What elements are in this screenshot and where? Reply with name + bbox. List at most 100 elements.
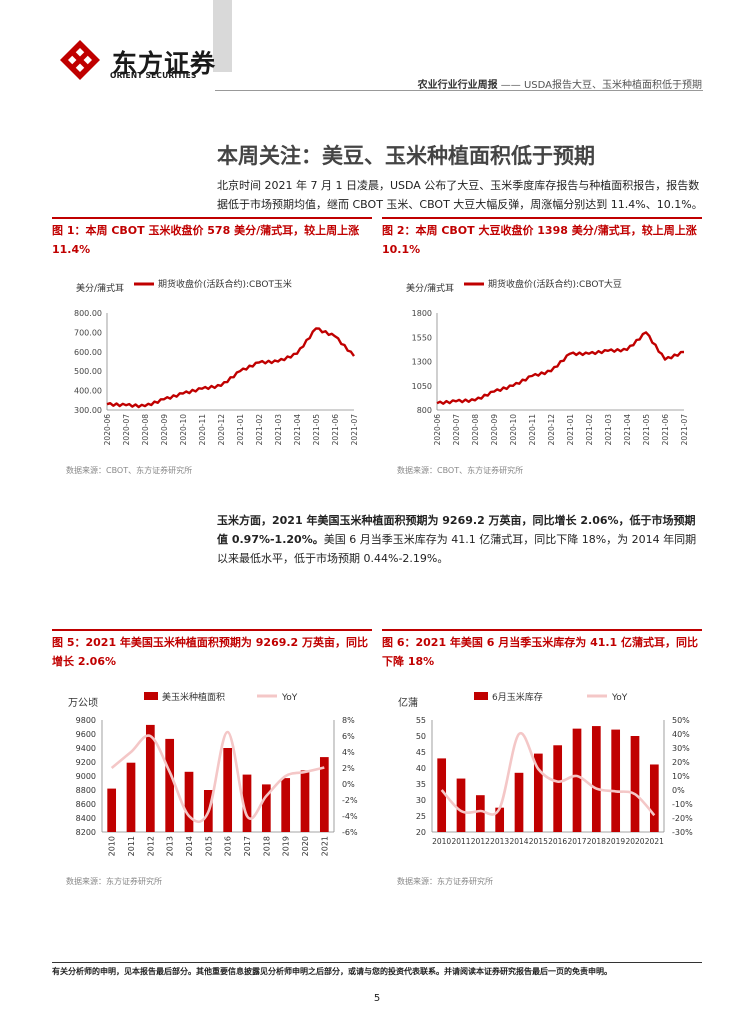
y-tick-label: 50 bbox=[416, 732, 426, 741]
x-tick-label: 2016 bbox=[224, 836, 233, 856]
y-tick-label: 1550 bbox=[412, 333, 432, 342]
yoy-line bbox=[440, 732, 656, 817]
y-axis-label: 美分/蒲式耳 bbox=[76, 282, 124, 294]
x-tick-label: 2020 bbox=[625, 837, 644, 846]
fig5-title: 图 5：2021 年美国玉米种植面积预期为 9269.2 万英亩，同比增长 2.… bbox=[52, 636, 369, 668]
x-tick-label: 2014 bbox=[509, 837, 528, 846]
bar bbox=[514, 772, 524, 832]
x-tick-label: 2021-01 bbox=[236, 414, 245, 446]
corn-futures-chart: 期货收盘价(活跃合约):CBOT玉米 美分/蒲式耳 800.00 700.00 600.… bbox=[74, 278, 359, 446]
y-tick-label: 800.00 bbox=[74, 309, 102, 318]
page-number: 5 bbox=[373, 993, 381, 1004]
x-tick-label: 2020-08 bbox=[471, 414, 480, 446]
x-tick-label: 2020-08 bbox=[141, 414, 150, 446]
fig6-source: 数据来源：东方证券研究所 bbox=[397, 877, 493, 886]
y2-tick-label: -20% bbox=[672, 814, 693, 823]
y2-tick-label: 6% bbox=[342, 732, 355, 741]
x-tick-label: 2012 bbox=[471, 837, 490, 846]
legend-label: 美玉米种植面积 bbox=[162, 691, 225, 703]
x-tick-label: 2020-10 bbox=[509, 414, 518, 446]
x-tick-label: 2010 bbox=[108, 836, 117, 856]
footer-divider bbox=[52, 962, 702, 963]
y-tick-label: 1300 bbox=[412, 358, 432, 367]
y2-tick-label: 30% bbox=[672, 744, 690, 753]
bar bbox=[184, 771, 194, 832]
x-tick-label: 2020-10 bbox=[179, 414, 188, 446]
bar bbox=[611, 729, 621, 832]
x-tick-label: 2019 bbox=[282, 836, 291, 856]
y-tick-label: 700.00 bbox=[74, 328, 102, 337]
y-tick-label: 9600 bbox=[76, 730, 96, 739]
y-tick-label: 8800 bbox=[76, 786, 96, 795]
x-tick-label: 2017 bbox=[567, 837, 586, 846]
intro-paragraph: 北京时间 2021 年 7 月 1 日凌晨，USDA 公布了大豆、玉米季度库存报… bbox=[217, 179, 703, 211]
x-tick-label: 2010 bbox=[432, 837, 451, 846]
x-tick-label: 2021-03 bbox=[274, 414, 283, 446]
x-tick-label: 2021-03 bbox=[604, 414, 613, 446]
y-tick-label: 8600 bbox=[76, 800, 96, 809]
x-tick-label: 2020-06 bbox=[103, 414, 112, 446]
x-tick-label: 2011 bbox=[127, 836, 136, 856]
bar bbox=[126, 762, 136, 832]
x-tick-label: 2013 bbox=[166, 836, 175, 856]
footer-disclaimer: 有关分析师的申明，见本报告最后部分。其他重要信息披露见分析师申明之后部分，或请与… bbox=[52, 967, 612, 976]
y2-tick-label: 4% bbox=[342, 748, 355, 757]
header-gray-bar bbox=[213, 0, 232, 72]
x-tick-label: 2016 bbox=[548, 837, 567, 846]
fig6-title: 图 6：2021 年美国 6 月当季玉米库存为 41.1 亿蒲式耳，同比下降 1… bbox=[382, 636, 699, 668]
y-tick-label: 55 bbox=[416, 716, 426, 725]
fig5-source: 数据来源：东方证券研究所 bbox=[66, 877, 162, 886]
y-tick-label: 9400 bbox=[76, 744, 96, 753]
corn-acreage-chart: 美玉米种植面积 YoY 万公顷 9800 9600 9400 9200 9000 8800 860… bbox=[68, 691, 358, 856]
x-tick-label: 2021-02 bbox=[585, 414, 594, 446]
x-tick-label: 2020-09 bbox=[160, 414, 169, 446]
y2-tick-label: 0% bbox=[342, 780, 355, 789]
x-tick-label: 2020-11 bbox=[198, 414, 207, 446]
y2-tick-label: -4% bbox=[342, 812, 358, 821]
y-tick-label: 8200 bbox=[76, 828, 96, 837]
y2-tick-label: -2% bbox=[342, 796, 358, 805]
y-tick-label: 1050 bbox=[412, 382, 432, 391]
y2-tick-label: 50% bbox=[672, 716, 690, 725]
header-divider bbox=[215, 90, 703, 91]
y2-tick-label: 10% bbox=[672, 772, 690, 781]
bar bbox=[495, 807, 505, 832]
x-tick-label: 2020-07 bbox=[122, 414, 131, 446]
y-tick-label: 1800 bbox=[412, 309, 432, 318]
report-subtitle: —— USDA报告大豆、玉米种植面积低于预期 bbox=[500, 80, 702, 91]
legend-swatch bbox=[144, 692, 158, 700]
y-tick-label: 400.00 bbox=[74, 387, 102, 396]
x-tick-label: 2018 bbox=[262, 836, 271, 856]
bar bbox=[533, 753, 543, 832]
x-tick-label: 2014 bbox=[185, 836, 194, 856]
logo-en: ORIENT SECURITIES bbox=[110, 71, 197, 80]
y2-tick-label: 0% bbox=[672, 786, 685, 795]
x-tick-label: 2019 bbox=[606, 837, 625, 846]
bar bbox=[145, 724, 155, 832]
legend-label: YoY bbox=[281, 693, 298, 703]
x-tick-label: 2020 bbox=[301, 836, 310, 856]
y-tick-label: 25 bbox=[416, 812, 426, 821]
x-tick-label: 2021-07 bbox=[350, 414, 359, 446]
x-tick-label: 2020-12 bbox=[547, 414, 556, 446]
x-tick-label: 2021 bbox=[645, 837, 664, 846]
y-tick-label: 600.00 bbox=[74, 348, 102, 357]
x-tick-label: 2018 bbox=[587, 837, 606, 846]
y-tick-label: 500.00 bbox=[74, 367, 102, 376]
x-tick-label: 2020-07 bbox=[452, 414, 461, 446]
legend-label: 6月玉米库存 bbox=[492, 691, 543, 703]
y-tick-label: 8400 bbox=[76, 814, 96, 823]
report-type: 农业行业行业周报 bbox=[417, 80, 498, 91]
y-axis-label: 万公顷 bbox=[68, 697, 98, 709]
x-tick-label: 2021-06 bbox=[331, 414, 340, 446]
corn-paragraph: 玉米方面，2021 年美国玉米种植面积预期为 9269.2 万英亩，同比增长 2… bbox=[217, 511, 703, 568]
bar bbox=[437, 758, 447, 832]
legend-label: 期货收盘价(活跃合约):CBOT玉米 bbox=[158, 278, 292, 290]
bar bbox=[572, 728, 582, 832]
y-tick-label: 40 bbox=[416, 764, 426, 773]
corn-stock-chart: 6月玉米库存 YoY 亿蒲 55 50 45 40 35 30 25 20 50% 40% 30% 20% 1… bbox=[398, 691, 693, 846]
report-header: 农业行业行业周报 —— USDA报告大豆、玉米种植面积低于预期 bbox=[400, 76, 702, 91]
y-tick-label: 9200 bbox=[76, 758, 96, 767]
x-tick-label: 2013 bbox=[490, 837, 509, 846]
series-line bbox=[436, 331, 685, 405]
